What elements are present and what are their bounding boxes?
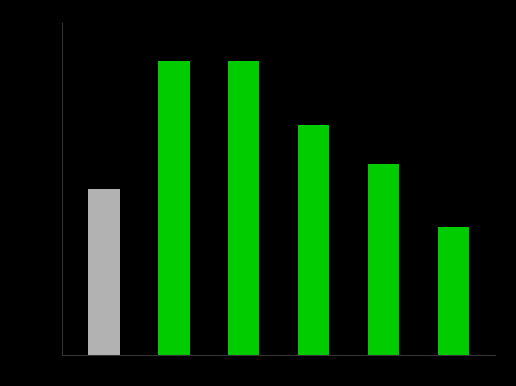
- Bar: [88, 189, 120, 355]
- Bar: [438, 227, 469, 355]
- Bar: [158, 61, 189, 355]
- Bar: [298, 125, 329, 355]
- Bar: [228, 61, 260, 355]
- Bar: [368, 164, 399, 355]
